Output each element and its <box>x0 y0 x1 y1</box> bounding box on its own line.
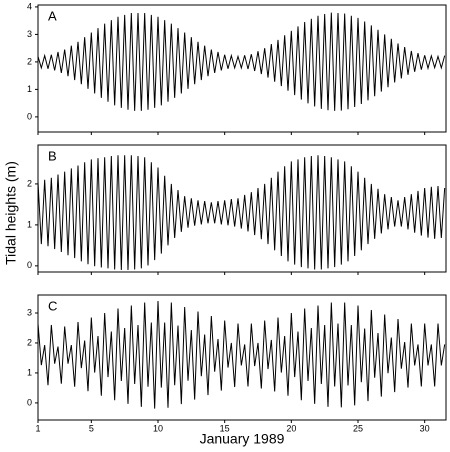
y-tick-label: 1 <box>27 84 32 94</box>
x-tick-label: 10 <box>153 423 163 433</box>
y-tick-label: 0 <box>27 111 32 121</box>
y-tick-label: 1 <box>27 367 32 377</box>
y-tick-label: 2 <box>27 337 32 347</box>
y-tick-label: 0 <box>27 260 32 270</box>
x-axis-label: January 1989 <box>200 431 285 447</box>
panel-label: B <box>48 148 57 163</box>
tide-line <box>37 300 446 409</box>
panel-frame <box>37 4 447 133</box>
x-tick-label: 25 <box>353 423 363 433</box>
x-tick-label: 15 <box>220 423 230 433</box>
y-tick-label: 3 <box>27 29 32 39</box>
x-tick-label: 5 <box>89 423 94 433</box>
panel-frame <box>37 294 447 421</box>
tide-line <box>37 12 446 111</box>
y-tick-label: 0 <box>27 397 32 407</box>
y-tick-label: 1 <box>27 219 32 229</box>
y-tick-label: 2 <box>27 56 32 66</box>
y-tick-label: 2 <box>27 178 32 188</box>
y-tick-label: 3 <box>27 307 32 317</box>
panel-label: C <box>48 298 57 313</box>
x-tick-label: 1 <box>35 423 40 433</box>
x-tick-label: 30 <box>420 423 430 433</box>
tide-line <box>37 155 446 270</box>
panel-label: A <box>48 8 57 23</box>
panel-frame <box>37 144 447 273</box>
x-tick-label: 20 <box>286 423 296 433</box>
y-axis-label: Tidal heights (m) <box>3 161 19 265</box>
y-tick-label: 4 <box>27 1 32 11</box>
